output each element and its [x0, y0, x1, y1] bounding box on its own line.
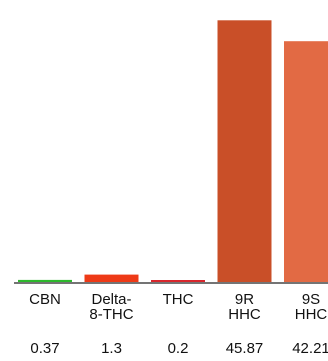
value-label-0: 0.37	[30, 340, 59, 356]
category-label-1-line-0: Delta-	[91, 291, 131, 308]
category-label-3-line-0: 9R	[235, 291, 254, 308]
bar-4	[284, 41, 328, 283]
value-labels-layer: 0.37 1.3 0.2 45.87 42.21	[30, 340, 328, 357]
value-label-3: 45.87	[226, 340, 264, 356]
category-label-3-line-1: HHC	[228, 306, 261, 323]
value-label-2: 0.2	[168, 340, 189, 356]
bars-layer	[18, 20, 328, 283]
value-label-4: 42.21	[292, 340, 328, 356]
category-label-1-line-1: 8-THC	[89, 306, 133, 323]
bar-3	[217, 20, 272, 283]
category-label-4-line-1: HHC	[295, 306, 328, 323]
category-label-0-line-0: CBN	[29, 291, 61, 308]
bar-0	[18, 279, 72, 282]
bar-1	[84, 274, 139, 282]
bar-2	[151, 280, 205, 282]
category-label-2-line-0: THC	[163, 291, 194, 308]
category-label-4-line-0: 9S	[302, 291, 320, 308]
value-label-1: 1.3	[101, 340, 122, 356]
